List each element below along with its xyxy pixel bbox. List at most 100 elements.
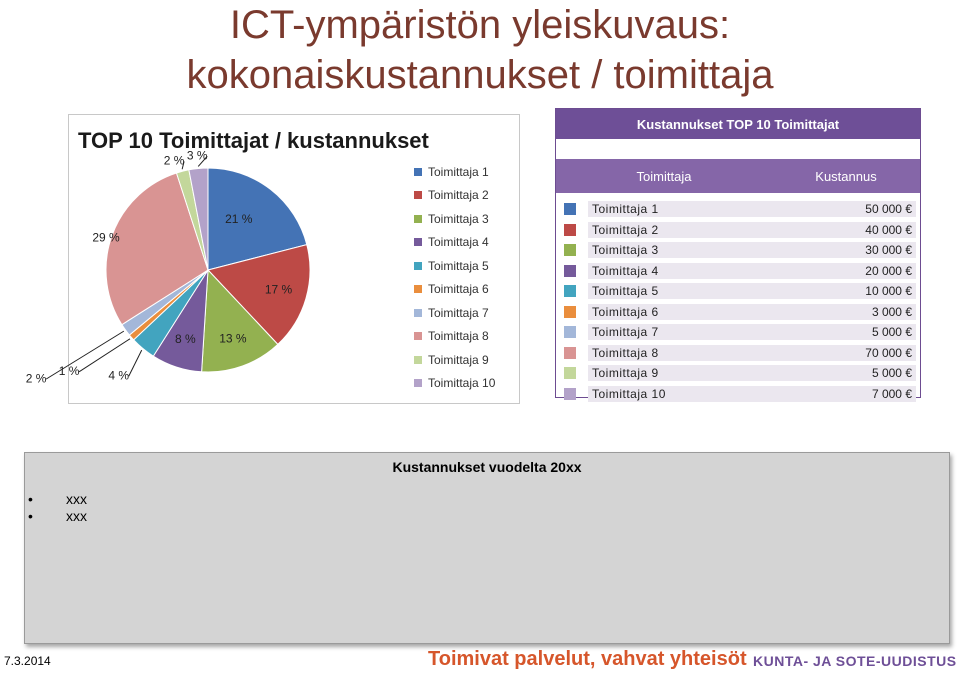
slide-title-line2: kokonaiskustannukset / toimittaja — [186, 53, 774, 97]
legend-label: Toimittaja 4 — [428, 235, 489, 250]
pie-data-label: 4 % — [108, 368, 129, 382]
legend-item: Toimittaja 1 — [414, 160, 514, 184]
legend-label: Toimittaja 3 — [428, 211, 489, 226]
legend-label: Toimittaja 6 — [428, 282, 489, 297]
pie-data-label: 2 % — [26, 371, 47, 385]
row-supplier-name: Toimittaja 10 — [588, 385, 792, 402]
pie-slice — [188, 167, 209, 271]
legend-swatch — [414, 191, 422, 200]
table-column-headers: Toimittaja Kustannus — [556, 159, 920, 193]
row-cost-value: 40 000 € — [784, 221, 916, 238]
slide-title-line1: ICT-ympäristön yleiskuvaus: — [229, 3, 731, 47]
pie-slice — [201, 268, 279, 373]
row-supplier-name: Toimittaja 1 — [588, 201, 792, 218]
pie-data-label: 17 % — [265, 283, 293, 297]
notes-title: Kustannukset vuodelta 20xx — [392, 459, 582, 475]
notes-list: xxx xxx — [28, 491, 87, 525]
row-supplier-name: Toimittaja 8 — [588, 344, 792, 361]
pie-data-label: 2 % — [164, 153, 185, 167]
row-color-swatch — [564, 244, 576, 257]
table-header: Kustannukset TOP 10 Toimittajat — [556, 109, 920, 139]
row-cost-value: 30 000 € — [784, 242, 916, 259]
footer-date: 7.3.2014 — [4, 654, 51, 668]
slide-title: ICT-ympäristön yleiskuvaus: kokonaiskust… — [0, 0, 960, 100]
pie-data-label: 29 % — [92, 230, 120, 244]
pie-slice — [207, 167, 308, 271]
legend-swatch — [414, 355, 422, 364]
row-supplier-name: Toimittaja 7 — [588, 324, 792, 341]
row-color-swatch — [564, 387, 576, 400]
table-row: Toimittaja 5 10 000 € — [556, 281, 920, 302]
row-color-swatch — [564, 285, 576, 298]
legend-swatch — [414, 379, 422, 388]
legend-item: Toimittaja 5 — [414, 254, 514, 278]
table-row: Toimittaja 10 7 000 € — [556, 384, 920, 405]
legend-label: Toimittaja 8 — [428, 329, 489, 344]
legend-swatch — [414, 238, 422, 247]
legend-swatch — [414, 332, 422, 341]
pie-data-label: 21 % — [225, 212, 253, 226]
notes-item: xxx — [28, 491, 87, 508]
pie-data-label: 8 % — [175, 332, 196, 346]
footer-brand: KUNTA- JA SOTE-UUDISTUS — [753, 653, 957, 669]
row-cost-value: 3 000 € — [784, 303, 916, 320]
pie-slice — [105, 172, 209, 326]
table-row: Toimittaja 1 50 000 € — [556, 199, 920, 220]
pie-leader-line — [78, 338, 131, 373]
cost-table: Kustannukset TOP 10 Toimittajat Toimitta… — [555, 108, 921, 402]
chart-title: TOP 10 Toimittajat / kustannukset — [78, 128, 429, 153]
notes-box: Kustannukset vuodelta 20xx — [24, 452, 950, 644]
row-color-swatch — [564, 346, 576, 359]
row-color-swatch — [564, 367, 576, 380]
legend-swatch — [414, 261, 422, 270]
row-cost-value: 5 000 € — [784, 365, 916, 382]
legend-item: Toimittaja 2 — [414, 184, 514, 208]
footer-slogan: Toimivat palvelut, vahvat yhteisöt — [428, 648, 747, 670]
row-color-swatch — [564, 305, 576, 318]
legend-swatch — [414, 167, 422, 176]
pie-slice — [207, 244, 311, 346]
row-color-swatch — [564, 326, 576, 339]
legend-item: Toimittaja 3 — [414, 207, 514, 231]
row-cost-value: 50 000 € — [784, 201, 916, 218]
row-supplier-name: Toimittaja 6 — [588, 303, 792, 320]
row-color-swatch — [564, 223, 576, 236]
legend-label: Toimittaja 10 — [428, 376, 496, 391]
table-body: Toimittaja 1 50 000 € Toimittaja 2 40 000 €… — [556, 199, 920, 404]
row-color-swatch — [564, 203, 576, 216]
table-row: Toimittaja 8 70 000 € — [556, 343, 920, 364]
legend-label: Toimittaja 1 — [428, 164, 489, 179]
column-header-cost: Kustannus — [815, 168, 877, 184]
row-cost-value: 10 000 € — [784, 283, 916, 300]
legend-item: Toimittaja 6 — [414, 278, 514, 302]
pie-data-label: 3 % — [187, 148, 208, 162]
legend-swatch — [414, 285, 422, 294]
row-supplier-name: Toimittaja 9 — [588, 365, 792, 382]
row-supplier-name: Toimittaja 3 — [588, 242, 792, 259]
legend-item: Toimittaja 7 — [414, 301, 514, 325]
legend-item: Toimittaja 9 — [414, 348, 514, 372]
legend-label: Toimittaja 7 — [428, 305, 489, 320]
legend-label: Toimittaja 2 — [428, 188, 489, 203]
legend-item: Toimittaja 8 — [414, 325, 514, 349]
row-cost-value: 5 000 € — [784, 324, 916, 341]
row-supplier-name: Toimittaja 2 — [588, 221, 792, 238]
legend-item: Toimittaja 10 — [414, 372, 514, 396]
notes-item: xxx — [28, 508, 87, 525]
table-row: Toimittaja 3 30 000 € — [556, 240, 920, 261]
row-supplier-name: Toimittaja 4 — [588, 262, 792, 279]
legend-swatch — [414, 214, 422, 223]
row-supplier-name: Toimittaja 5 — [588, 283, 792, 300]
pie-leader-line — [197, 155, 208, 167]
pie-data-label: 13 % — [219, 331, 247, 345]
pie-leader-line — [45, 330, 125, 380]
legend-label: Toimittaja 9 — [428, 352, 489, 367]
legend-swatch — [414, 308, 422, 317]
column-header-supplier: Toimittaja — [636, 168, 692, 184]
chart-legend: Toimittaja 1 Toimittaja 2 Toimittaja 3 Toim… — [414, 160, 514, 395]
row-color-swatch — [564, 264, 576, 277]
pie-leader-line — [128, 349, 143, 377]
